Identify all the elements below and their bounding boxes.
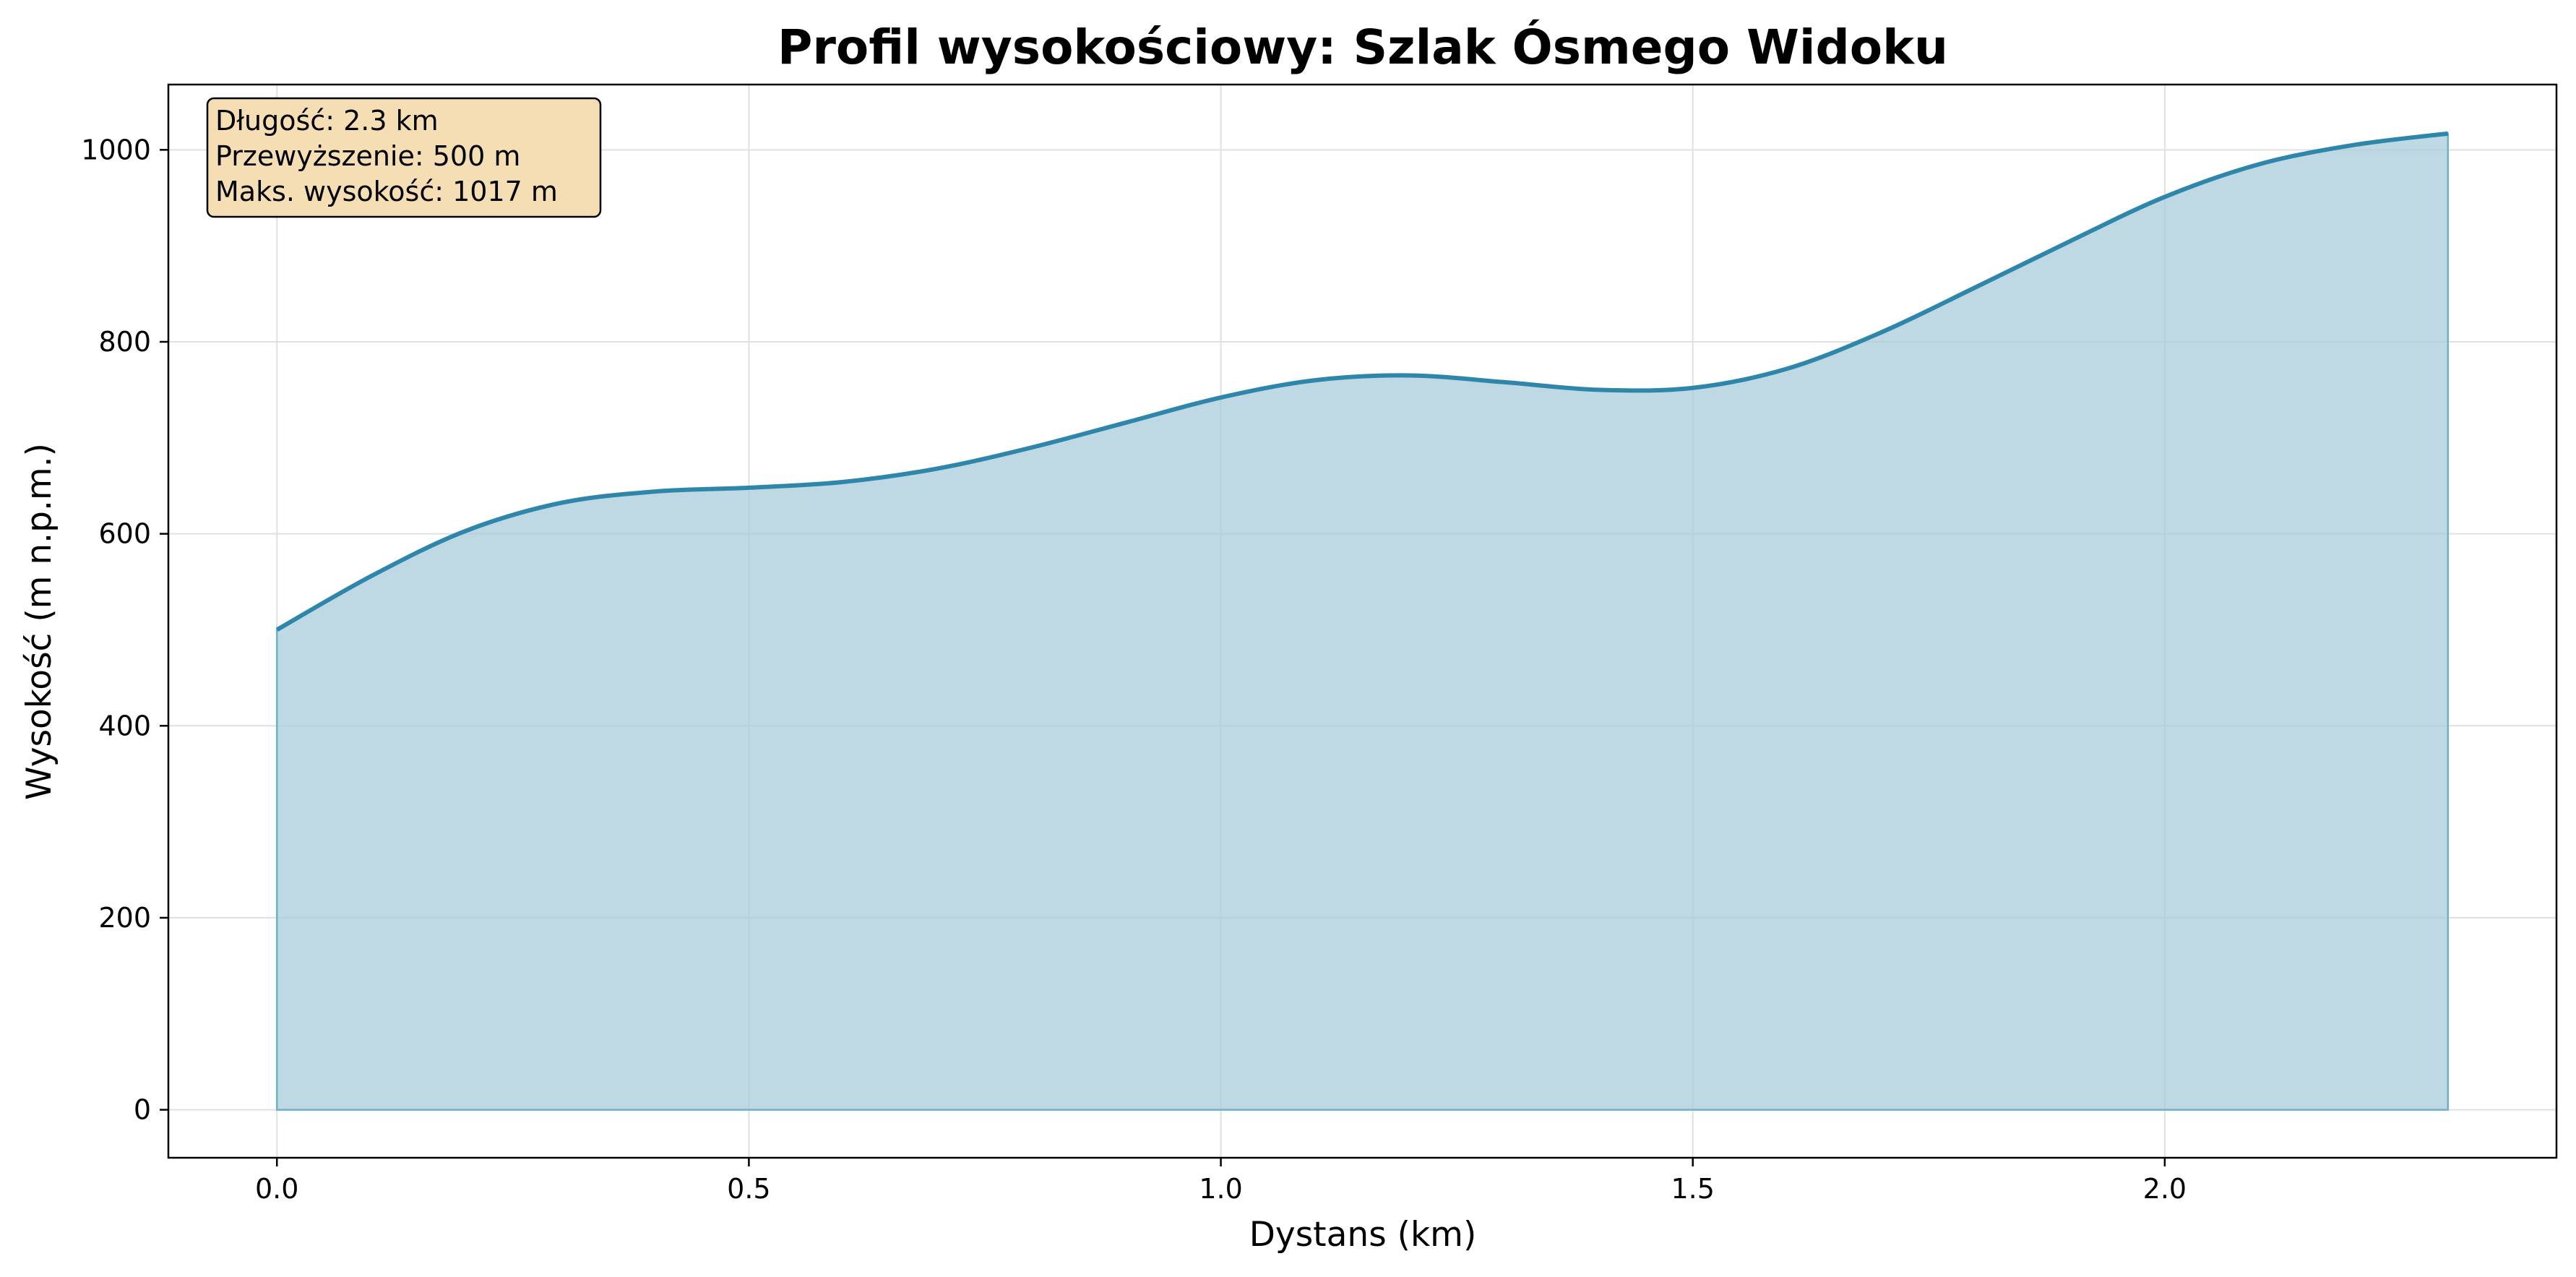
stats-length: Długość: 2.3 km: [215, 105, 439, 137]
y-tick-label: 200: [98, 902, 151, 934]
y-tick-label: 800: [98, 326, 151, 358]
y-axis-label: Wysokość (m n.p.m.): [20, 443, 59, 800]
x-axis-label: Dystans (km): [1249, 1215, 1477, 1255]
y-tick-label: 600: [98, 518, 151, 550]
plot-frame: [167, 83, 2558, 1159]
stats-box-background: [206, 97, 602, 218]
stats-box: Długość: 2.3 km Przewyższenie: 500 m Mak…: [206, 97, 602, 218]
stats-elevation-gain: Przewyższenie: 500 m: [215, 140, 520, 172]
x-tick-label: 2.0: [2143, 1173, 2187, 1205]
y-tick-label: 400: [98, 710, 151, 741]
x-axis-ticks: 0.0 0.5 1.0 1.5 2.0: [255, 1158, 2187, 1205]
x-tick-label: 1.0: [1199, 1173, 1242, 1205]
y-tick-label: 0: [134, 1094, 151, 1126]
x-tick-label: 0.5: [727, 1173, 770, 1205]
x-tick-label: 0.0: [255, 1173, 298, 1205]
y-axis-ticks: 0 200 400 600 800 1000: [81, 134, 168, 1126]
chart-title: Profil wysokościowy: Szlak Ósmego Widoku: [777, 20, 1948, 75]
stats-max-elevation: Maks. wysokość: 1017 m: [215, 176, 558, 207]
elevation-line: [275, 131, 2449, 632]
y-tick-label: 1000: [81, 134, 151, 165]
x-tick-label: 1.5: [1671, 1173, 1714, 1205]
